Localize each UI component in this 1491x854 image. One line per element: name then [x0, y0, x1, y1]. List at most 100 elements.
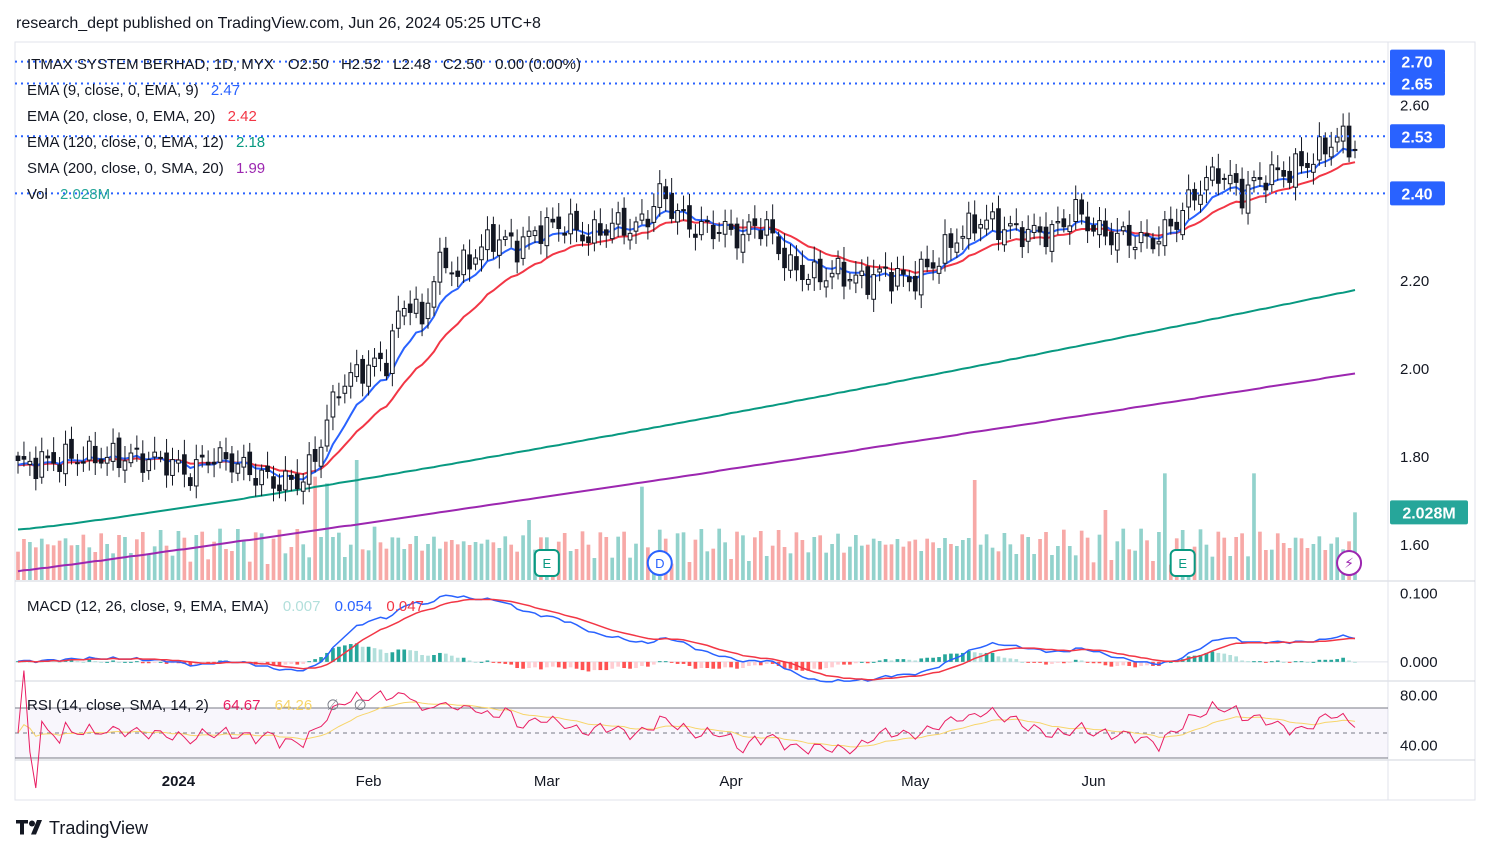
time-axis-label: Mar — [534, 773, 560, 790]
macd-histogram-bar — [402, 649, 407, 662]
volume-bars — [16, 460, 1357, 580]
legend-rsi-extra2: ∅ — [354, 697, 367, 714]
price-badge-label: 2.53 — [1401, 129, 1432, 146]
time-axis-label: Jun — [1081, 773, 1105, 790]
volume-bar — [1121, 528, 1126, 580]
legend-ema9-label: EMA (9, close, 0, EMA, 9) — [27, 82, 199, 99]
candle-body — [990, 211, 995, 220]
candle-body — [1132, 246, 1138, 251]
volume-bar — [764, 556, 769, 580]
candle-body — [283, 470, 288, 491]
volume-bar — [461, 541, 466, 580]
candle-body — [360, 358, 365, 384]
candle-body — [1245, 184, 1251, 214]
volume-bar — [455, 544, 460, 580]
candle-body — [176, 459, 181, 464]
candle-body — [1120, 226, 1126, 232]
macd-histogram-bar — [1038, 661, 1042, 663]
candle-body — [871, 274, 877, 300]
macd-histogram-bar — [859, 661, 864, 663]
candle-body — [568, 213, 573, 235]
candle-body — [134, 447, 140, 450]
volume-bar — [919, 551, 924, 580]
volume-bar — [39, 538, 44, 580]
macd-histogram-bar — [259, 661, 264, 664]
volume-bar — [75, 545, 80, 580]
macd-histogram-bar — [646, 661, 650, 667]
volume-bar — [408, 544, 413, 580]
volume-bar — [503, 536, 508, 580]
candle-body — [1322, 137, 1328, 155]
candle-body — [1305, 163, 1310, 168]
macd-histogram-bar — [895, 659, 900, 662]
legend-ema20-value: 2.42 — [228, 108, 257, 125]
volume-bar — [158, 530, 163, 580]
volume-bar — [146, 554, 151, 580]
candle-body — [776, 236, 781, 255]
macd-histogram-bar — [996, 656, 1001, 662]
volume-bar — [580, 531, 585, 580]
macd-histogram-bar — [1115, 661, 1120, 666]
volume-bar — [634, 543, 638, 580]
macd-histogram-bar — [562, 661, 567, 669]
candle-body — [508, 232, 514, 237]
volume-bar — [444, 541, 448, 580]
legend-rsi-label: RSI (14, close, SMA, 14, 2) — [27, 697, 209, 714]
volume-bar — [711, 548, 716, 580]
macd-histogram-bar — [693, 661, 698, 669]
macd-histogram-bar — [509, 661, 514, 665]
time-axis-label: May — [901, 773, 930, 790]
volume-bar — [57, 540, 62, 580]
candle-body — [443, 247, 449, 269]
candle-body — [1293, 153, 1298, 188]
candle-body — [1073, 199, 1079, 222]
volume-bar — [1050, 555, 1054, 580]
legend-volume: Vol 2.028M — [27, 186, 110, 203]
legend-volume-value: 2.028M — [60, 186, 110, 203]
volume-bar — [497, 548, 502, 580]
macd-histogram-bar — [848, 661, 852, 665]
candle-body — [621, 207, 627, 236]
macd-histogram-bar — [628, 661, 632, 669]
volume-bar — [1317, 536, 1322, 580]
macd-histogram-bar — [681, 661, 686, 664]
candle-body — [758, 230, 764, 240]
volume-bar — [414, 536, 418, 580]
candle-body — [1025, 228, 1031, 242]
volume-bar — [247, 561, 252, 580]
candle-body — [1055, 220, 1061, 224]
volume-bar — [277, 529, 282, 580]
volume-bar — [568, 551, 573, 580]
rsi-band — [15, 708, 1388, 758]
candle-body — [924, 258, 930, 268]
macd-histogram-bar — [877, 660, 882, 662]
price-badges: 2.70 2.65 2.53 2.40 2.028M — [1390, 49, 1468, 525]
candle-body — [1180, 210, 1186, 236]
dividend-marker-letter: D — [655, 556, 664, 571]
candle-body — [312, 449, 318, 462]
candle-body — [823, 280, 829, 288]
rsi-pane — [15, 670, 1388, 789]
candle-body — [1138, 231, 1144, 244]
candle-body — [764, 219, 770, 236]
time-axis-label: 2024 — [162, 773, 196, 790]
candle-body — [615, 212, 621, 225]
legend-low: L2.48 — [393, 56, 431, 73]
volume-bar — [1287, 548, 1292, 580]
candle-body — [455, 270, 461, 277]
macd-histogram-bar — [473, 661, 478, 663]
macd-histogram-bar — [1317, 659, 1322, 662]
macd-histogram-bar — [455, 657, 460, 662]
volume-bar — [432, 536, 436, 580]
macd-histogram-bar — [372, 648, 377, 662]
legend-rsi-extra1: ∅ — [326, 697, 339, 714]
candle-body — [63, 443, 68, 475]
moving-average-lines — [17, 147, 1356, 573]
volume-bar — [325, 483, 329, 580]
candle-body — [152, 451, 158, 458]
candle-body — [829, 272, 835, 278]
candle-body — [1317, 136, 1322, 161]
candle-body — [27, 460, 33, 465]
volume-bar — [259, 533, 264, 580]
macd-histogram-bar — [384, 652, 389, 662]
